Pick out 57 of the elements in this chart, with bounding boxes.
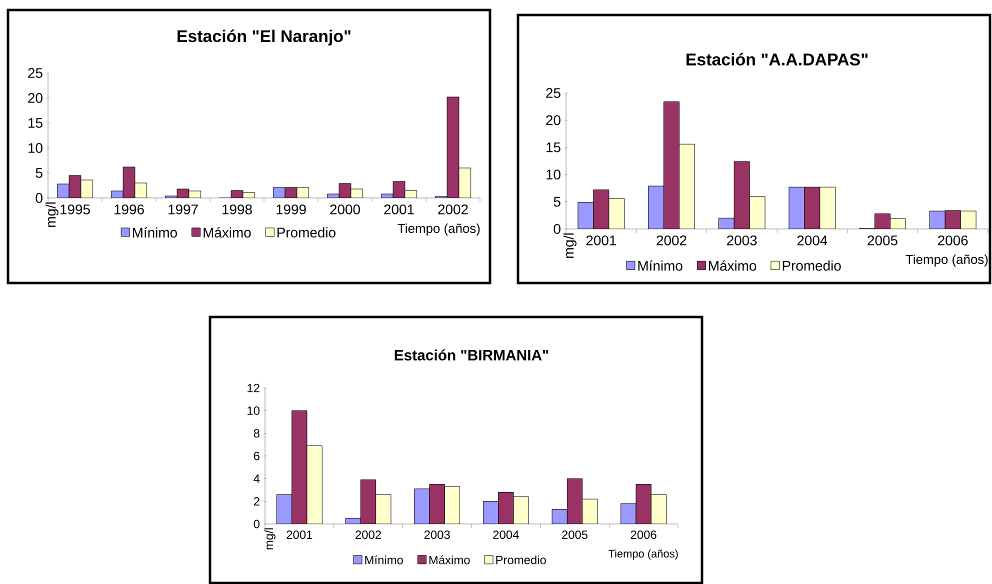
y-tick-label: 15 [546, 142, 560, 152]
chart-title: Estación "A.A.DAPAS" [686, 52, 868, 66]
y-tick-label: 20 [28, 92, 42, 103]
x-tick-label: 2001 [286, 530, 312, 539]
y-tick-label: 10 [248, 406, 260, 415]
y-tick-label: 25 [28, 68, 42, 78]
x-axis-title: Tiempo (años) [906, 254, 988, 266]
x-axis-title: Tiempo (años) [398, 223, 480, 236]
legend-label: Máximo [204, 227, 251, 238]
legend-label: Promedio [278, 227, 336, 238]
y-tick-label: 4 [254, 474, 260, 483]
y-tick-label: 8 [254, 428, 260, 438]
x-tick-label: 2003 [727, 235, 757, 246]
x-tick-label: 1997 [168, 204, 198, 214]
x-axis-title: Tiempo (años) [608, 549, 678, 560]
x-tick-label: 1996 [114, 204, 144, 214]
y-tick-label: 0 [254, 520, 260, 528]
x-tick-label: 2005 [562, 530, 588, 539]
x-tick-label: 2006 [630, 530, 656, 539]
x-tick-label: 2002 [438, 204, 468, 214]
y-axis-title: mg/l [563, 233, 576, 258]
y-tick-label: 15 [28, 118, 42, 128]
legend-label: Mínimo [638, 260, 682, 271]
y-tick-label: 5 [554, 196, 560, 207]
x-tick-label: 2006 [938, 235, 968, 246]
y-tick-label: 6 [254, 452, 260, 460]
x-tick-label: 1998 [222, 204, 252, 214]
y-tick-label: 25 [546, 88, 560, 98]
x-tick-label: 2001 [586, 235, 616, 246]
y-tick-label: 10 [28, 142, 42, 153]
x-tick-label: 2000 [330, 204, 360, 214]
legend-label: Máximo [709, 260, 756, 271]
y-tick-label: 10 [546, 170, 560, 180]
legend-label: Mínimo [365, 555, 403, 564]
legend-label: Máximo [429, 555, 470, 564]
y-tick-label: 0 [36, 192, 42, 203]
chart-title: Estación "El Naranjo" [178, 29, 350, 46]
legend-label: Promedio [496, 555, 546, 564]
y-tick-label: 0 [554, 224, 560, 234]
y-tick-label: 12 [248, 384, 260, 392]
x-tick-label: 2004 [493, 530, 519, 539]
x-tick-label: 2002 [356, 530, 381, 539]
x-tick-label: 2003 [424, 530, 450, 539]
legend-label: Mínimo [132, 227, 177, 238]
legend-label: Promedio [782, 260, 841, 271]
x-tick-label: 2002 [656, 235, 686, 246]
y-tick-label: 2 [254, 497, 260, 506]
y-tick-label: 20 [546, 115, 560, 126]
y-axis-title: mg/l [45, 202, 58, 227]
x-tick-label: 2005 [868, 235, 898, 246]
y-tick-label: 5 [36, 168, 42, 178]
chart-title: Estación "BIRMANIA" [394, 349, 548, 360]
y-axis-title: mg/l [264, 528, 276, 550]
x-tick-label: 1995 [60, 204, 90, 214]
x-tick-label: 2004 [797, 235, 828, 246]
x-tick-label: 2001 [384, 204, 414, 214]
x-tick-label: 1999 [276, 204, 306, 214]
